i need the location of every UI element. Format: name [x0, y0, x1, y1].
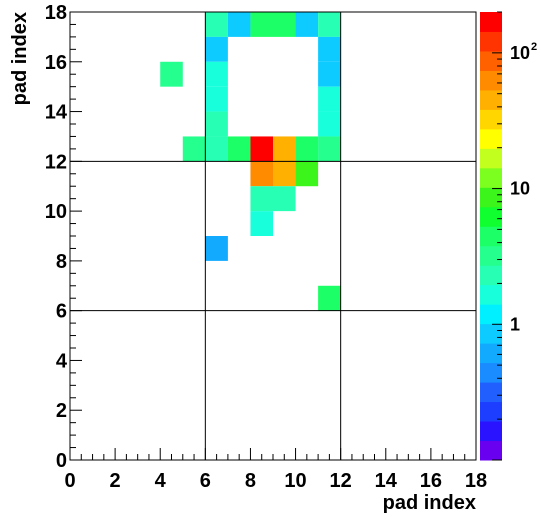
palette-color-segment — [480, 265, 502, 286]
heatmap-cells — [160, 12, 341, 311]
heatmap-cell — [160, 61, 183, 87]
heatmap-cell — [250, 12, 273, 37]
heatmap-cell — [250, 211, 273, 236]
y-tick-label: 14 — [45, 102, 68, 124]
palette-color-segment — [480, 12, 502, 32]
palette-color-segment — [480, 284, 502, 305]
x-tick-label: 16 — [420, 470, 442, 492]
heatmap-cell — [227, 12, 251, 37]
palette-color-segment — [480, 89, 502, 110]
heatmap-cell — [295, 161, 319, 187]
palette-ticks — [492, 11, 502, 461]
heatmap-cell — [205, 111, 228, 137]
y-tick-label: 12 — [45, 151, 67, 173]
palette-color-segment — [480, 50, 502, 71]
palette-color-segment — [480, 343, 502, 364]
palette-color-segment — [480, 401, 502, 422]
y-tick-label: 6 — [56, 301, 67, 323]
x-tick-label: 4 — [155, 470, 167, 492]
y-tick-label: 18 — [45, 2, 67, 24]
heatmap-cell — [273, 12, 296, 37]
y-tick-label: 10 — [45, 201, 67, 223]
heatmap-cell — [250, 136, 273, 162]
heatmap-cell — [205, 61, 228, 87]
x-tick-label: 14 — [375, 470, 398, 492]
heatmap-cell — [318, 111, 341, 137]
x-tick-label: 12 — [330, 470, 352, 492]
palette-color-segment — [480, 109, 502, 130]
axis-ticks — [69, 11, 477, 461]
y-tick-label: 0 — [56, 450, 67, 472]
palette-color-segment — [480, 70, 502, 91]
palette-label: 10 — [510, 179, 530, 199]
palette-color-segment — [480, 128, 502, 149]
x-tick-label: 8 — [245, 470, 256, 492]
x-tick-label: 18 — [465, 470, 487, 492]
y-tick-label: 16 — [45, 52, 67, 74]
heatmap-cell — [205, 36, 228, 62]
heatmap-cell — [273, 161, 296, 187]
y-tick-label: 2 — [56, 400, 67, 422]
heatmap-cell — [205, 12, 228, 37]
x-tick-label: 6 — [200, 470, 211, 492]
heatmap-cell — [295, 12, 319, 37]
palette-color-segment — [480, 362, 502, 383]
palette-color-segment — [480, 323, 502, 344]
palette-label-exponent: 2 — [531, 41, 537, 53]
heatmap-cell — [182, 136, 206, 162]
x-tick-label: 2 — [110, 470, 121, 492]
palette-color-segment — [480, 245, 502, 266]
palette-color-segment — [480, 187, 502, 208]
region-grid-lines — [70, 12, 476, 460]
heatmap-cell — [318, 86, 341, 112]
y-tick-labels: 0 2 4 6 8 10 12 14 16 18 — [45, 2, 68, 472]
heatmap-cell — [205, 136, 228, 162]
heatmap-cell — [205, 236, 228, 261]
x-tick-label: 0 — [64, 470, 75, 492]
palette-label: 10 — [510, 43, 530, 63]
heatmap-cell — [318, 136, 341, 162]
heatmap-cell — [295, 136, 319, 162]
palette-color-segment — [480, 421, 502, 442]
palette-color-segment — [480, 148, 502, 169]
palette-color-segment — [480, 167, 502, 188]
palette-color-segment — [480, 31, 502, 52]
heatmap-cell — [250, 186, 273, 212]
heatmap-cell — [318, 36, 341, 62]
palette-color-segment — [480, 304, 502, 325]
heatmap-cell — [250, 161, 273, 187]
palette-color-segment — [480, 226, 502, 247]
heatmap-cell — [318, 12, 341, 37]
heatmap-cell — [227, 136, 251, 162]
x-tick-label: 10 — [284, 470, 306, 492]
y-axis-title: pad index — [9, 12, 31, 105]
heatmap-cell — [273, 136, 296, 162]
x-tick-labels: 0 2 4 6 8 10 12 14 16 18 — [64, 470, 487, 492]
heatmap-cell — [318, 61, 341, 87]
y-tick-label: 8 — [56, 251, 67, 273]
heatmap-cell — [273, 186, 296, 212]
heatmap-cell — [205, 86, 228, 112]
palette-color-segment — [480, 382, 502, 403]
palette-color-segment — [480, 206, 502, 227]
y-tick-label: 4 — [56, 350, 68, 372]
heatmap-cell — [318, 285, 341, 311]
color-palette-bar — [480, 12, 502, 461]
palette-label: 1 — [510, 314, 520, 334]
x-axis-title: pad index — [383, 492, 476, 514]
palette-color-segment — [480, 440, 502, 461]
